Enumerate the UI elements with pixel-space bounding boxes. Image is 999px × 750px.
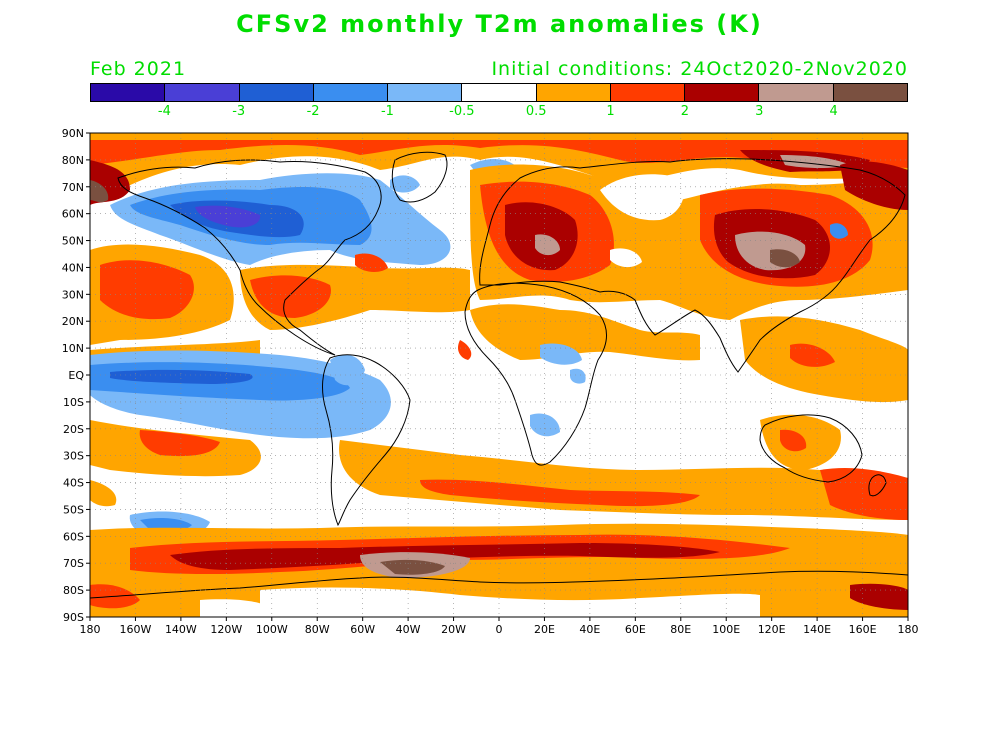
lat-label: 70S (63, 557, 84, 570)
coastline-new-zealand (868, 474, 887, 497)
legend-tick-label: 0.5 (525, 104, 547, 119)
lon-label: 80W (305, 623, 330, 636)
lon-label: 160W (120, 623, 152, 636)
lat-label: 80N (62, 154, 84, 167)
lat-label: 60S (63, 530, 84, 543)
legend-swatch (462, 84, 537, 101)
lon-label: 0 (496, 623, 503, 636)
coastline-eurasia (479, 158, 906, 373)
lon-label: 120W (210, 623, 242, 636)
legend-swatch (91, 84, 166, 101)
map-title: CFSv2 monthly T2m anomalies (K) (236, 10, 763, 38)
lon-label: 140W (165, 623, 197, 636)
lat-label: 70N (62, 181, 84, 194)
anomaly-field (90, 133, 908, 617)
lon-label: 100W (256, 623, 288, 636)
lat-label: 50N (62, 235, 84, 248)
coastline-australia (759, 414, 863, 483)
legend-tick-label: 1 (606, 104, 615, 119)
legend-swatch (536, 84, 611, 101)
lon-label: 40E (579, 623, 600, 636)
coastline-africa (464, 282, 607, 466)
lon-label: 180 (898, 623, 919, 636)
lat-label: 40N (62, 261, 84, 274)
lon-label: 120E (758, 623, 786, 636)
graticule (90, 133, 908, 617)
legend-tick-label: 3 (755, 104, 764, 119)
color-legend-bar (90, 83, 908, 102)
latitude-labels: 90N 80N 70N 60N 50N 40N 30N 20N 10N EQ 10S 20S 30S 40… (62, 127, 85, 624)
lon-label: 60E (625, 623, 646, 636)
lon-label: 20W (441, 623, 466, 636)
lon-label: 40W (396, 623, 421, 636)
legend-swatch (685, 84, 760, 101)
legend-swatch (833, 84, 907, 101)
coastline-greenland (391, 151, 448, 203)
legend-swatch (388, 84, 463, 101)
lat-label: 10N (62, 342, 84, 355)
legend-tick-label: -4 (157, 104, 171, 119)
coastline-south-america (322, 354, 411, 527)
longitude-labels: 180 160W 140W 120W 100W 80W 60W 40W 20W 0 20E 40E 60… (80, 623, 919, 636)
antarctic-warm-ring (90, 523, 908, 617)
color-legend-ticks: -4 -3 -2 -1 -0.5 0.5 1 2 3 4 (90, 104, 908, 122)
lat-label: 10S (63, 396, 84, 409)
axis-ticks (86, 132, 909, 621)
initial-conditions-label: Initial conditions: 24Oct2020-2Nov2020 (491, 58, 908, 80)
legend-swatch (759, 84, 834, 101)
lat-label: 90S (63, 611, 84, 624)
lon-label: 20E (534, 623, 555, 636)
us-atlantic-warm (240, 253, 470, 330)
legend-tick-label: 4 (829, 104, 838, 119)
legend-tick-label: -1 (380, 104, 394, 119)
lat-label: 30S (63, 450, 84, 463)
lat-label: 60N (62, 208, 84, 221)
lat-label: 20N (62, 315, 84, 328)
equatorial-pacific-cold (90, 343, 586, 439)
valid-month-label: Feb 2021 (90, 58, 187, 80)
lon-label: 140E (803, 623, 831, 636)
lon-label: 60W (350, 623, 375, 636)
legend-tick-label: -0.5 (449, 104, 475, 119)
lat-label: 80S (63, 584, 84, 597)
legend-swatch (165, 84, 240, 101)
lat-label: 20S (63, 423, 84, 436)
arctic-warm-band (90, 133, 908, 205)
legend-tick-label: -3 (232, 104, 246, 119)
lon-label: 180 (80, 623, 101, 636)
coastline-north-america (117, 159, 382, 356)
coastlines (90, 151, 908, 599)
lon-label: 80E (670, 623, 691, 636)
legend-swatch (313, 84, 389, 101)
lon-label: 160E (849, 623, 877, 636)
central-asia-neutral (600, 174, 684, 268)
lat-label: 30N (62, 288, 84, 301)
lon-label: 100E (712, 623, 740, 636)
coastline-antarctica (90, 570, 908, 599)
lat-label: 90N (62, 127, 84, 140)
legend-tick-label: 2 (680, 104, 690, 119)
lat-label: 50S (63, 503, 84, 516)
lat-label: 40S (63, 477, 84, 490)
eurasia-warm (470, 161, 908, 320)
lat-label: EQ (68, 369, 84, 382)
legend-tick-label: -2 (306, 104, 320, 119)
tropical-warm (457, 304, 908, 403)
legend-swatch (610, 84, 686, 101)
north-america-cold (110, 158, 520, 265)
legend-swatch (239, 84, 314, 101)
